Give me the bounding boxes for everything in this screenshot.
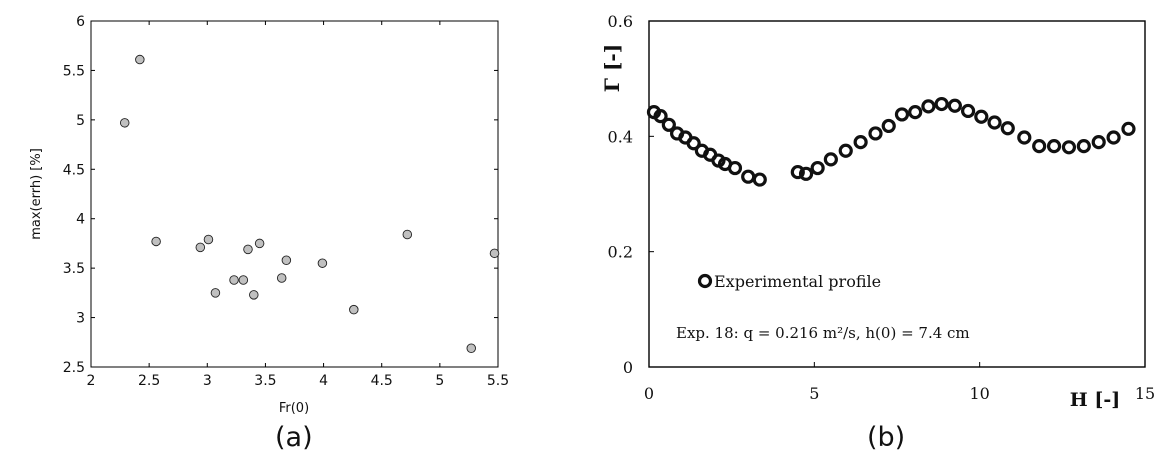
data-point-a <box>349 304 359 315</box>
legend-marker-b <box>697 273 713 289</box>
x-tick-label-a: 4 <box>319 373 328 389</box>
y-axis-label-a: max(errh) [%] <box>29 148 44 240</box>
data-point-b <box>894 107 910 122</box>
y-tick-label-a: 5.5 <box>63 63 85 79</box>
data-point-b <box>823 152 838 167</box>
x-axis-label-b: H [-] <box>1070 389 1120 411</box>
data-points-a <box>119 54 500 353</box>
axis-ticks-a: 2 2.5 3 3.5 4 4.5 5 5.52.533.544.555.56 <box>63 14 509 389</box>
data-point-a <box>281 255 292 265</box>
data-point-a <box>210 288 221 298</box>
data-point-b <box>810 160 825 176</box>
x-tick-label-a: 2.5 <box>138 373 160 389</box>
data-points-b <box>646 96 1136 187</box>
y-tick-label-a: 3.5 <box>63 261 85 277</box>
x-tick-label-a: 5 <box>435 373 444 389</box>
annotation-b: Exp. 18: q = 0.216 m²/s, h(0) = 7.4 cm <box>676 324 970 342</box>
x-tick-label-b: 0 <box>644 384 654 403</box>
data-point-a <box>151 236 161 247</box>
data-point-b <box>1046 139 1062 154</box>
data-point-a <box>466 343 477 353</box>
chart-panel-a: 2 2.5 3 3.5 4 4.5 5 5.52.533.544.555.56 Fr(0) m… <box>29 14 509 416</box>
y-tick-label-a: 5 <box>76 113 85 129</box>
data-point-a <box>229 275 239 285</box>
data-point-a <box>203 234 214 245</box>
data-point-a <box>135 54 145 65</box>
data-point-b <box>853 135 868 150</box>
data-point-b <box>881 118 896 134</box>
y-tick-label-a: 4 <box>76 212 85 228</box>
data-point-b <box>947 98 962 113</box>
y-tick-label-a: 4.5 <box>63 162 85 178</box>
y-tick-label-b: 0 <box>623 358 633 377</box>
plot-frame-b <box>648 20 1146 368</box>
data-point-b <box>868 126 883 141</box>
data-point-a <box>317 258 328 268</box>
data-point-a <box>489 248 500 259</box>
x-tick-label-b: 5 <box>809 384 819 403</box>
data-point-b <box>798 166 814 181</box>
x-tick-label-b: 15 <box>1135 384 1155 403</box>
data-point-b <box>838 143 853 158</box>
x-tick-label-a: 4.5 <box>371 373 393 389</box>
data-point-b <box>1076 139 1091 154</box>
data-point-a <box>402 229 413 240</box>
y-tick-label-a: 3 <box>76 311 85 327</box>
data-point-b <box>987 115 1002 130</box>
x-tick-label-a: 3.5 <box>254 373 276 389</box>
y-tick-label-b: 0.4 <box>608 127 633 146</box>
x-tick-label-a: 3 <box>203 373 212 389</box>
data-point-b <box>1032 139 1047 154</box>
data-point-b <box>960 103 976 119</box>
data-point-b <box>1091 135 1106 150</box>
axis-ticks-b: 0 5 10 15 0 0.2 0.4 0.6 <box>608 12 1156 403</box>
data-point-b <box>934 96 949 112</box>
data-point-b <box>974 109 989 124</box>
data-point-a <box>249 290 259 300</box>
data-point-a <box>238 275 249 285</box>
data-point-b <box>741 169 756 184</box>
data-point-b <box>921 99 936 114</box>
data-point-b <box>1106 130 1121 145</box>
data-point-b <box>1017 130 1032 145</box>
x-tick-label-a: 5.5 <box>487 373 509 389</box>
y-tick-label-a: 6 <box>76 14 85 30</box>
y-tick-label-a: 2.5 <box>63 360 85 376</box>
data-point-a <box>276 273 287 283</box>
data-point-b <box>653 109 668 124</box>
data-point-b <box>908 105 923 120</box>
y-tick-label-b: 0.6 <box>608 12 633 31</box>
x-tick-label-a: 2 <box>87 373 96 389</box>
y-tick-label-b: 0.2 <box>608 243 633 262</box>
caption-b: (b) <box>867 422 906 453</box>
data-point-b <box>727 160 743 176</box>
data-point-a <box>254 238 265 249</box>
data-point-b <box>1121 121 1136 136</box>
data-point-b <box>790 164 805 180</box>
data-point-b <box>1000 121 1015 136</box>
y-axis-label-b: Γ [-] <box>600 44 624 92</box>
data-point-a <box>243 244 253 255</box>
x-tick-label-b: 10 <box>969 384 989 403</box>
data-point-b <box>661 117 676 132</box>
data-point-b <box>752 172 767 187</box>
data-point-b <box>686 136 701 151</box>
data-point-a <box>119 118 130 128</box>
plot-frame-a <box>90 20 499 368</box>
data-point-a <box>195 242 206 253</box>
data-point-b <box>1061 140 1077 155</box>
x-axis-label-a: Fr(0) <box>279 401 309 416</box>
legend-label-b: Experimental profile <box>714 272 881 291</box>
caption-a: (a) <box>275 422 313 453</box>
chart-panel-b: 0 5 10 15 0 0.2 0.4 0.6 Γ [-] H [-] Experimenta… <box>600 12 1155 411</box>
